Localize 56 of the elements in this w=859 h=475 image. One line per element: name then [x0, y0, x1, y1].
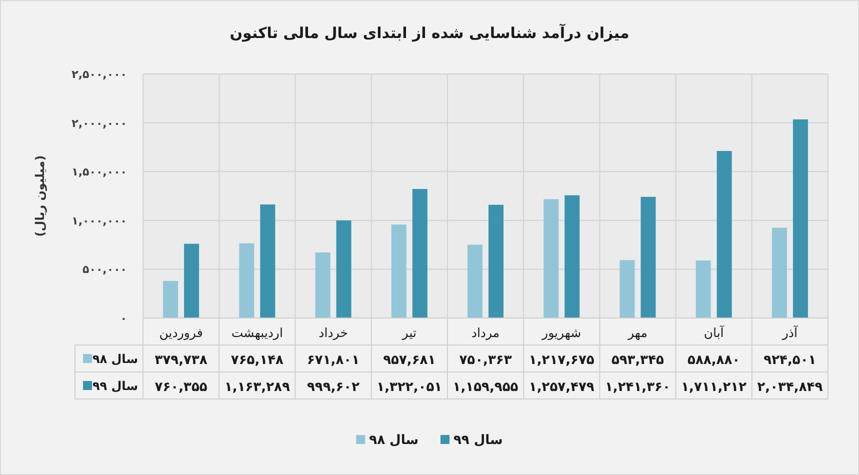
data-label: ۲,۰۳۴,۸۴۹: [757, 380, 823, 395]
chart-title: میزان درآمد شناسایی شده از ابتدای سال مالی تاکنون: [230, 23, 630, 42]
y-tick-label: ۲,۰۰۰,۰۰۰: [72, 116, 127, 130]
y-tick-label: ۲,۵۰۰,۰۰۰: [72, 68, 127, 81]
bar: [336, 220, 352, 318]
data-label: ۱,۱۶۳,۲۸۹: [224, 380, 290, 395]
x-tick-label: مرداد: [471, 325, 500, 341]
y-tick-label: ۵۰۰,۰۰۰: [82, 263, 127, 276]
x-tick-label: شهریور: [541, 325, 582, 341]
bar: [260, 204, 276, 318]
data-label: ۱,۷۱۱,۲۱۲: [681, 380, 747, 395]
legend: سال ۹۸ سال ۹۹: [356, 433, 503, 448]
data-label: ۷۶۵,۱۴۸: [230, 353, 284, 368]
x-tick-label: آذر: [781, 325, 798, 341]
y-tick-label: ۱,۰۰۰,۰۰۰: [72, 214, 127, 228]
x-tick-label: مهر: [627, 325, 648, 341]
legend-label: سال ۹۸: [92, 352, 138, 366]
data-label: ۶۷۱,۸۰۱: [307, 353, 360, 368]
data-label: ۷۵۰,۳۶۳: [459, 353, 512, 368]
data-label: ۱,۳۲۲,۰۵۱: [376, 380, 442, 395]
bar: [696, 260, 711, 318]
bar: [564, 195, 580, 318]
bar: [488, 204, 504, 318]
x-tick-label: تیر: [401, 325, 417, 341]
bar: [544, 199, 559, 318]
data-label: ۵۹۳,۳۴۵: [611, 353, 664, 368]
data-label: ۵۸۸,۸۸۰: [688, 353, 740, 368]
y-tick-label: ۰: [120, 312, 127, 325]
data-label: ۱,۱۵۹,۹۵۵: [452, 380, 518, 395]
bar: [620, 260, 635, 318]
data-label: ۱,۲۱۷,۶۷۵: [528, 353, 594, 368]
bar: [184, 244, 200, 318]
legend-label: سال ۹۹: [92, 379, 138, 393]
bar: [792, 119, 808, 318]
y-axis-title: (میلیون ریال): [33, 155, 47, 237]
data-label: ۹۵۷,۶۸۱: [383, 353, 436, 368]
y-tick-label: ۱,۵۰۰,۰۰۰: [72, 166, 127, 179]
x-tick-label: فروردین: [159, 325, 203, 341]
data-label: ۳۷۹,۷۳۸: [154, 353, 208, 368]
x-tick-label: آبان: [704, 325, 724, 340]
data-label: ۱,۲۵۷,۴۷۹: [528, 380, 594, 395]
bar: [315, 252, 330, 318]
data-label: ۷۶۰,۳۵۵: [154, 380, 208, 395]
data-label: ۹۲۴,۵۰۱: [764, 353, 816, 368]
data-label: ۱,۲۴۱,۳۶۰: [605, 380, 670, 395]
bar: [716, 150, 732, 318]
bar: [412, 188, 428, 318]
x-tick-label: خرداد: [318, 325, 348, 341]
bar: [163, 280, 178, 318]
bar: [772, 228, 787, 318]
bar: [468, 244, 482, 318]
x-tick-label: اردیبهشت: [231, 325, 283, 341]
bar: [239, 243, 254, 318]
data-label: ۹۹۹,۶۰۲: [307, 380, 360, 395]
bar: [391, 224, 406, 318]
bar: [640, 196, 656, 318]
